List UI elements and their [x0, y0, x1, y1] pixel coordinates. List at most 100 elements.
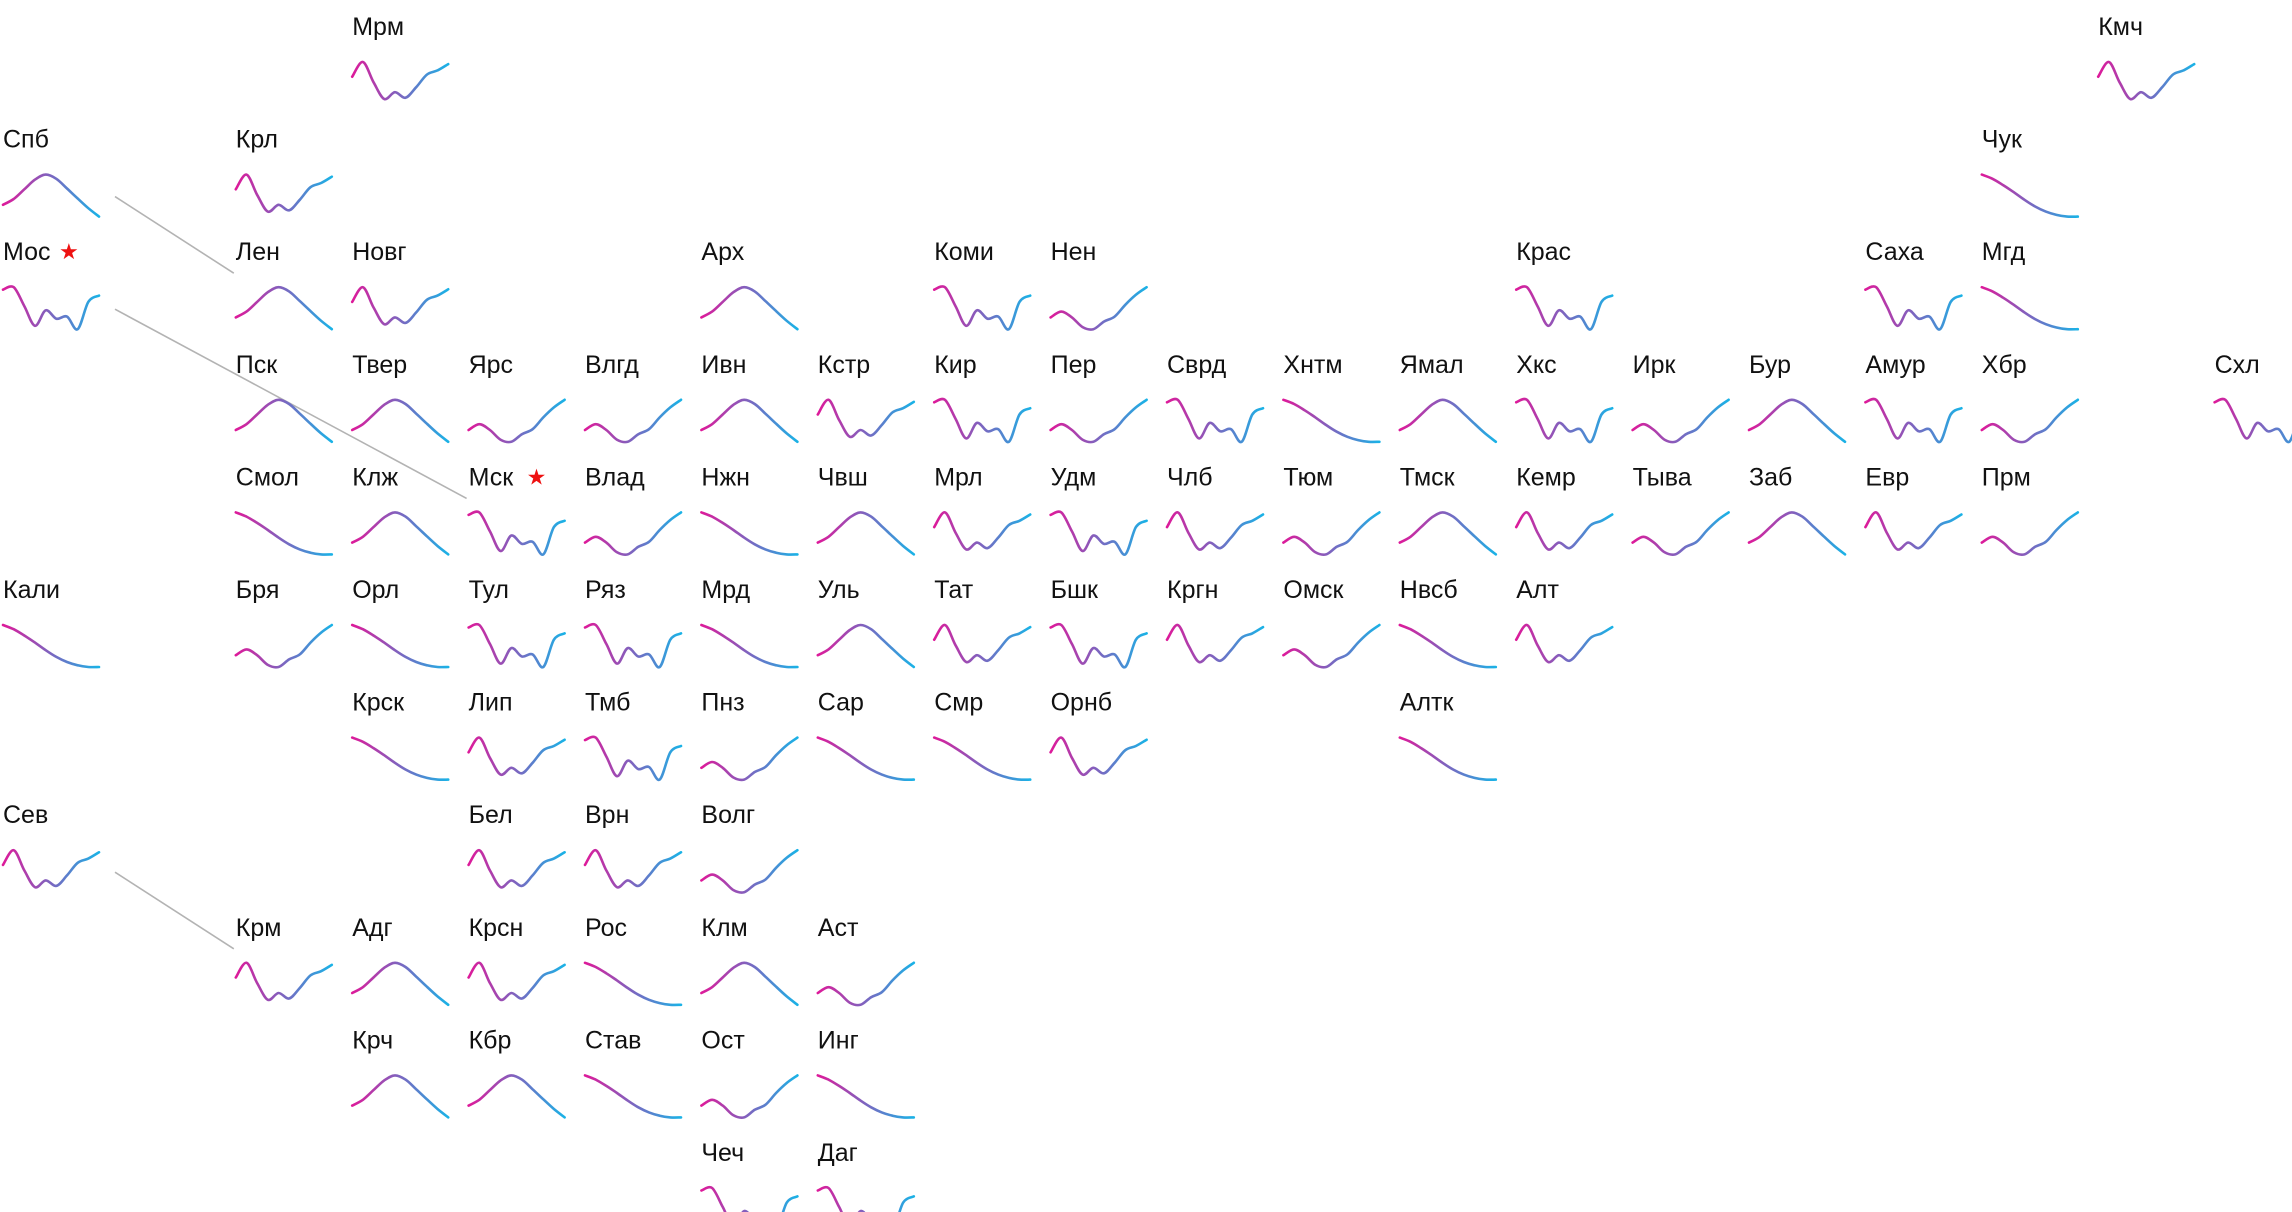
region-tile: Орнб [1049, 689, 1148, 777]
region-sparkline [1980, 511, 2080, 557]
region-sparkline [350, 736, 450, 782]
region-tile: Смр [932, 689, 1032, 782]
region-sparkline [350, 623, 450, 669]
region-label: Хбр [1982, 351, 2027, 379]
region-label: Крсн [469, 914, 524, 942]
region-sparkline [816, 736, 916, 782]
region-sparkline [1398, 398, 1498, 444]
region-label: Ивн [701, 351, 746, 379]
region-label: Став [585, 1026, 641, 1054]
region-sparkline [932, 511, 1032, 551]
region-sparkline [816, 511, 916, 556]
region-sparkline [350, 511, 450, 556]
region-label: Евр [1865, 463, 1909, 491]
region-tile: Прм [1980, 463, 2080, 557]
region-label: Мос [3, 238, 51, 266]
region-label: Удм [1051, 463, 1097, 491]
region-sparkline [467, 961, 566, 1002]
region-tile: Сврд [1165, 351, 1265, 444]
region-tile: Кбр [467, 1026, 566, 1119]
region-tile: Адг [350, 914, 450, 1007]
region-label: Врн [585, 801, 629, 829]
region-sparkline [350, 285, 450, 326]
region-label: Орнб [1051, 689, 1112, 717]
region-tile: Смол [234, 463, 334, 556]
region-tile: Кемр [1514, 463, 1614, 551]
region-tile: Спб [1, 126, 101, 218]
region-label: Крм [236, 914, 282, 942]
region-label: Крас [1516, 238, 1571, 266]
region-tile: Крм [234, 914, 334, 1002]
region-tile: Схл [2213, 351, 2292, 444]
region-label: Адг [352, 914, 392, 942]
region-label: Кемр [1516, 463, 1576, 491]
region-tile: Мрд [700, 576, 799, 669]
region-sparkline [2096, 60, 2196, 101]
region-sparkline [816, 1074, 916, 1119]
region-tile: Чвш [816, 463, 916, 556]
region-label: Крск [352, 689, 405, 717]
region-tile: Крл [234, 126, 334, 214]
region-sparkline [1282, 398, 1381, 444]
region-sparkline [234, 511, 334, 556]
region-tile: Коми [932, 238, 1032, 331]
region-tile: Клм [700, 914, 799, 1007]
region-tile: Влгд [583, 351, 683, 444]
region-label: Ряз [585, 576, 626, 604]
region-sparkline [234, 173, 334, 214]
region-sparkline [1631, 398, 1730, 444]
region-tile: Чеч [700, 1139, 799, 1212]
region-tile: Удм [1049, 463, 1148, 556]
region-tile: Мгд [1980, 238, 2080, 331]
region-label: Крч [352, 1026, 393, 1054]
region-tile: Нжн [700, 463, 799, 556]
region-sparkline [583, 961, 683, 1007]
region-sparkline [583, 511, 683, 557]
region-label: Тыва [1633, 463, 1692, 491]
region-sparkline [1165, 623, 1265, 664]
region-label: Амур [1865, 351, 1925, 379]
region-label: Лен [236, 238, 280, 266]
region-label: Бел [469, 801, 513, 829]
region-label: Чеч [701, 1139, 744, 1167]
region-tile: Кстр [816, 351, 916, 439]
connector-line [114, 871, 235, 950]
region-tile: Амур [1864, 351, 1963, 444]
region-tile: Пск [234, 351, 334, 444]
region-sparkline [1282, 623, 1381, 669]
region-sparkline [1282, 511, 1381, 557]
region-label: Инг [818, 1026, 859, 1054]
region-label: Твер [352, 351, 407, 379]
region-sparkline [1980, 285, 2080, 331]
region-tile: Уль [816, 576, 916, 669]
region-sparkline [816, 398, 916, 439]
region-sparkline [1980, 398, 2080, 444]
region-label: Рос [585, 914, 627, 942]
region-tile: Лен [234, 238, 334, 331]
region-tile: Хбр [1980, 351, 2080, 444]
region-tile: Аст [816, 914, 916, 1007]
region-sparkline [1049, 622, 1148, 669]
region-sparkline [583, 398, 683, 444]
region-sparkline [234, 285, 334, 331]
region-tile: Чук [1980, 126, 2080, 219]
region-label: Тул [469, 576, 509, 604]
region-label: Мрд [701, 576, 750, 604]
region-tile: Тмск [1398, 463, 1498, 556]
region-tile: Сар [816, 689, 916, 782]
region-label: Пск [236, 351, 278, 379]
region-label: Волг [701, 801, 755, 829]
region-label: Хнтм [1283, 351, 1342, 379]
region-label: Нжн [701, 463, 750, 491]
region-sparkline [932, 397, 1032, 444]
region-label: Ост [701, 1026, 745, 1054]
region-label: Бшк [1051, 576, 1099, 604]
region-sparkline [467, 1074, 566, 1119]
region-sparkline [234, 623, 334, 669]
region-label: Спб [3, 126, 49, 154]
region-sparkline [1049, 398, 1148, 444]
region-label: Орл [352, 576, 399, 604]
region-tile: Пнз [700, 689, 799, 782]
region-label: Мрл [934, 463, 982, 491]
region-sparkline [816, 623, 916, 669]
